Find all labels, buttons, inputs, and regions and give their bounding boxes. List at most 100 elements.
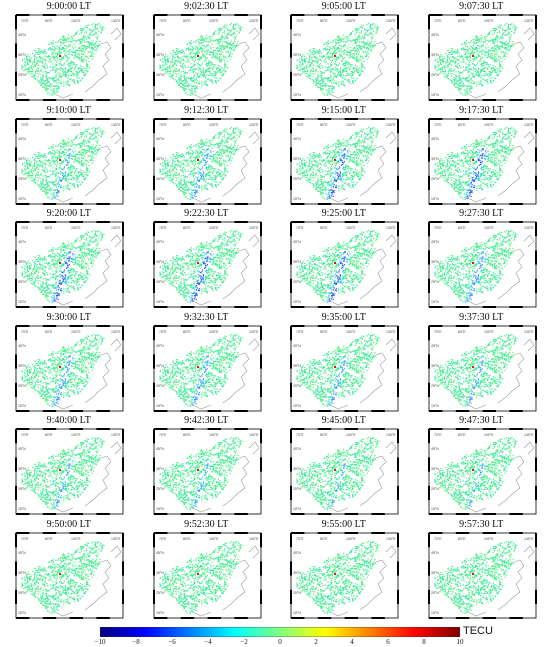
tec-point xyxy=(500,37,502,39)
tec-point xyxy=(462,66,464,68)
tec-point xyxy=(175,50,177,52)
tec-point xyxy=(315,59,317,61)
tec-point xyxy=(226,146,228,148)
tec-point xyxy=(483,62,485,64)
tec-point xyxy=(92,126,95,128)
tec-point xyxy=(64,45,66,47)
frame-tick xyxy=(180,99,194,101)
tec-point xyxy=(183,168,185,170)
tec-point xyxy=(62,145,65,147)
tec-point xyxy=(26,57,28,59)
tec-point xyxy=(49,169,51,172)
tec-point xyxy=(463,77,465,80)
tec-point xyxy=(41,61,43,64)
tec-point xyxy=(49,77,51,79)
tec-point xyxy=(190,91,192,93)
tec-point xyxy=(179,62,181,64)
tec-point xyxy=(195,195,197,197)
frame-tick xyxy=(15,15,17,30)
tec-point xyxy=(226,44,228,46)
tec-point xyxy=(184,183,186,186)
tec-point xyxy=(503,43,505,45)
tec-point xyxy=(38,53,40,55)
tec-point xyxy=(207,68,209,70)
tec-point xyxy=(449,79,451,81)
tec-point xyxy=(62,140,64,143)
tec-point xyxy=(46,175,48,177)
tec-point xyxy=(79,137,81,139)
tec-point xyxy=(74,157,76,160)
tec-point xyxy=(454,75,456,77)
tec-point xyxy=(213,180,215,183)
tec-point xyxy=(56,59,59,62)
tec-point xyxy=(68,156,70,159)
tec-point xyxy=(315,79,317,81)
tec-point xyxy=(214,72,216,74)
tec-point xyxy=(99,144,101,146)
tec-point xyxy=(186,188,188,190)
tec-point xyxy=(66,74,68,76)
tec-point xyxy=(31,65,33,67)
tec-point xyxy=(196,53,198,55)
frame-tick xyxy=(344,99,358,101)
tec-point xyxy=(54,65,56,68)
tec-point xyxy=(218,174,220,176)
tec-point xyxy=(466,86,468,88)
tec-point xyxy=(330,85,332,87)
tec-point xyxy=(448,58,450,60)
tec-point xyxy=(68,153,70,155)
tec-point xyxy=(54,149,56,152)
tec-point xyxy=(29,66,31,68)
tec-point xyxy=(59,82,62,84)
tec-point xyxy=(205,69,207,71)
tec-point xyxy=(353,50,355,52)
tec-point xyxy=(340,40,342,42)
tec-point xyxy=(72,48,74,50)
tec-point xyxy=(494,51,496,53)
tec-point xyxy=(175,59,177,61)
tec-point xyxy=(164,59,166,62)
frame-tick xyxy=(259,146,262,162)
tec-point xyxy=(326,53,328,56)
tec-point xyxy=(214,71,216,73)
tec-point xyxy=(486,80,488,82)
tec-point xyxy=(372,23,374,25)
tec-point xyxy=(86,144,88,146)
tec-point xyxy=(484,72,486,74)
tec-point xyxy=(330,70,332,72)
tec-point xyxy=(69,63,71,65)
tec-point xyxy=(86,56,88,58)
tec-point xyxy=(59,186,62,188)
tec-point xyxy=(159,65,161,68)
tec-point xyxy=(54,52,56,54)
tec-point xyxy=(222,74,224,76)
tec-point xyxy=(92,56,95,58)
tec-point xyxy=(338,85,340,87)
tec-point xyxy=(190,160,192,162)
tec-point xyxy=(97,23,99,25)
tec-point xyxy=(321,89,323,91)
tec-point xyxy=(83,46,85,49)
tec-point xyxy=(347,51,350,53)
tec-point xyxy=(484,80,486,82)
tec-point xyxy=(84,178,86,180)
tec-point xyxy=(179,166,181,168)
tec-point xyxy=(446,59,448,61)
tec-point xyxy=(479,59,481,62)
tec-point xyxy=(335,41,337,43)
tec-point xyxy=(350,31,353,33)
tec-point xyxy=(79,29,81,31)
tec-point xyxy=(201,157,203,160)
tec-point xyxy=(199,70,201,72)
tec-point xyxy=(69,152,71,155)
tec-point xyxy=(340,55,342,58)
tec-point xyxy=(75,169,77,171)
tec-point xyxy=(508,32,510,34)
tec-point xyxy=(223,141,225,143)
tec-point xyxy=(80,173,82,175)
tec-point xyxy=(509,23,511,25)
tec-point xyxy=(205,46,207,48)
tec-point xyxy=(216,54,218,56)
tec-point xyxy=(194,53,196,55)
tec-point xyxy=(468,91,470,93)
